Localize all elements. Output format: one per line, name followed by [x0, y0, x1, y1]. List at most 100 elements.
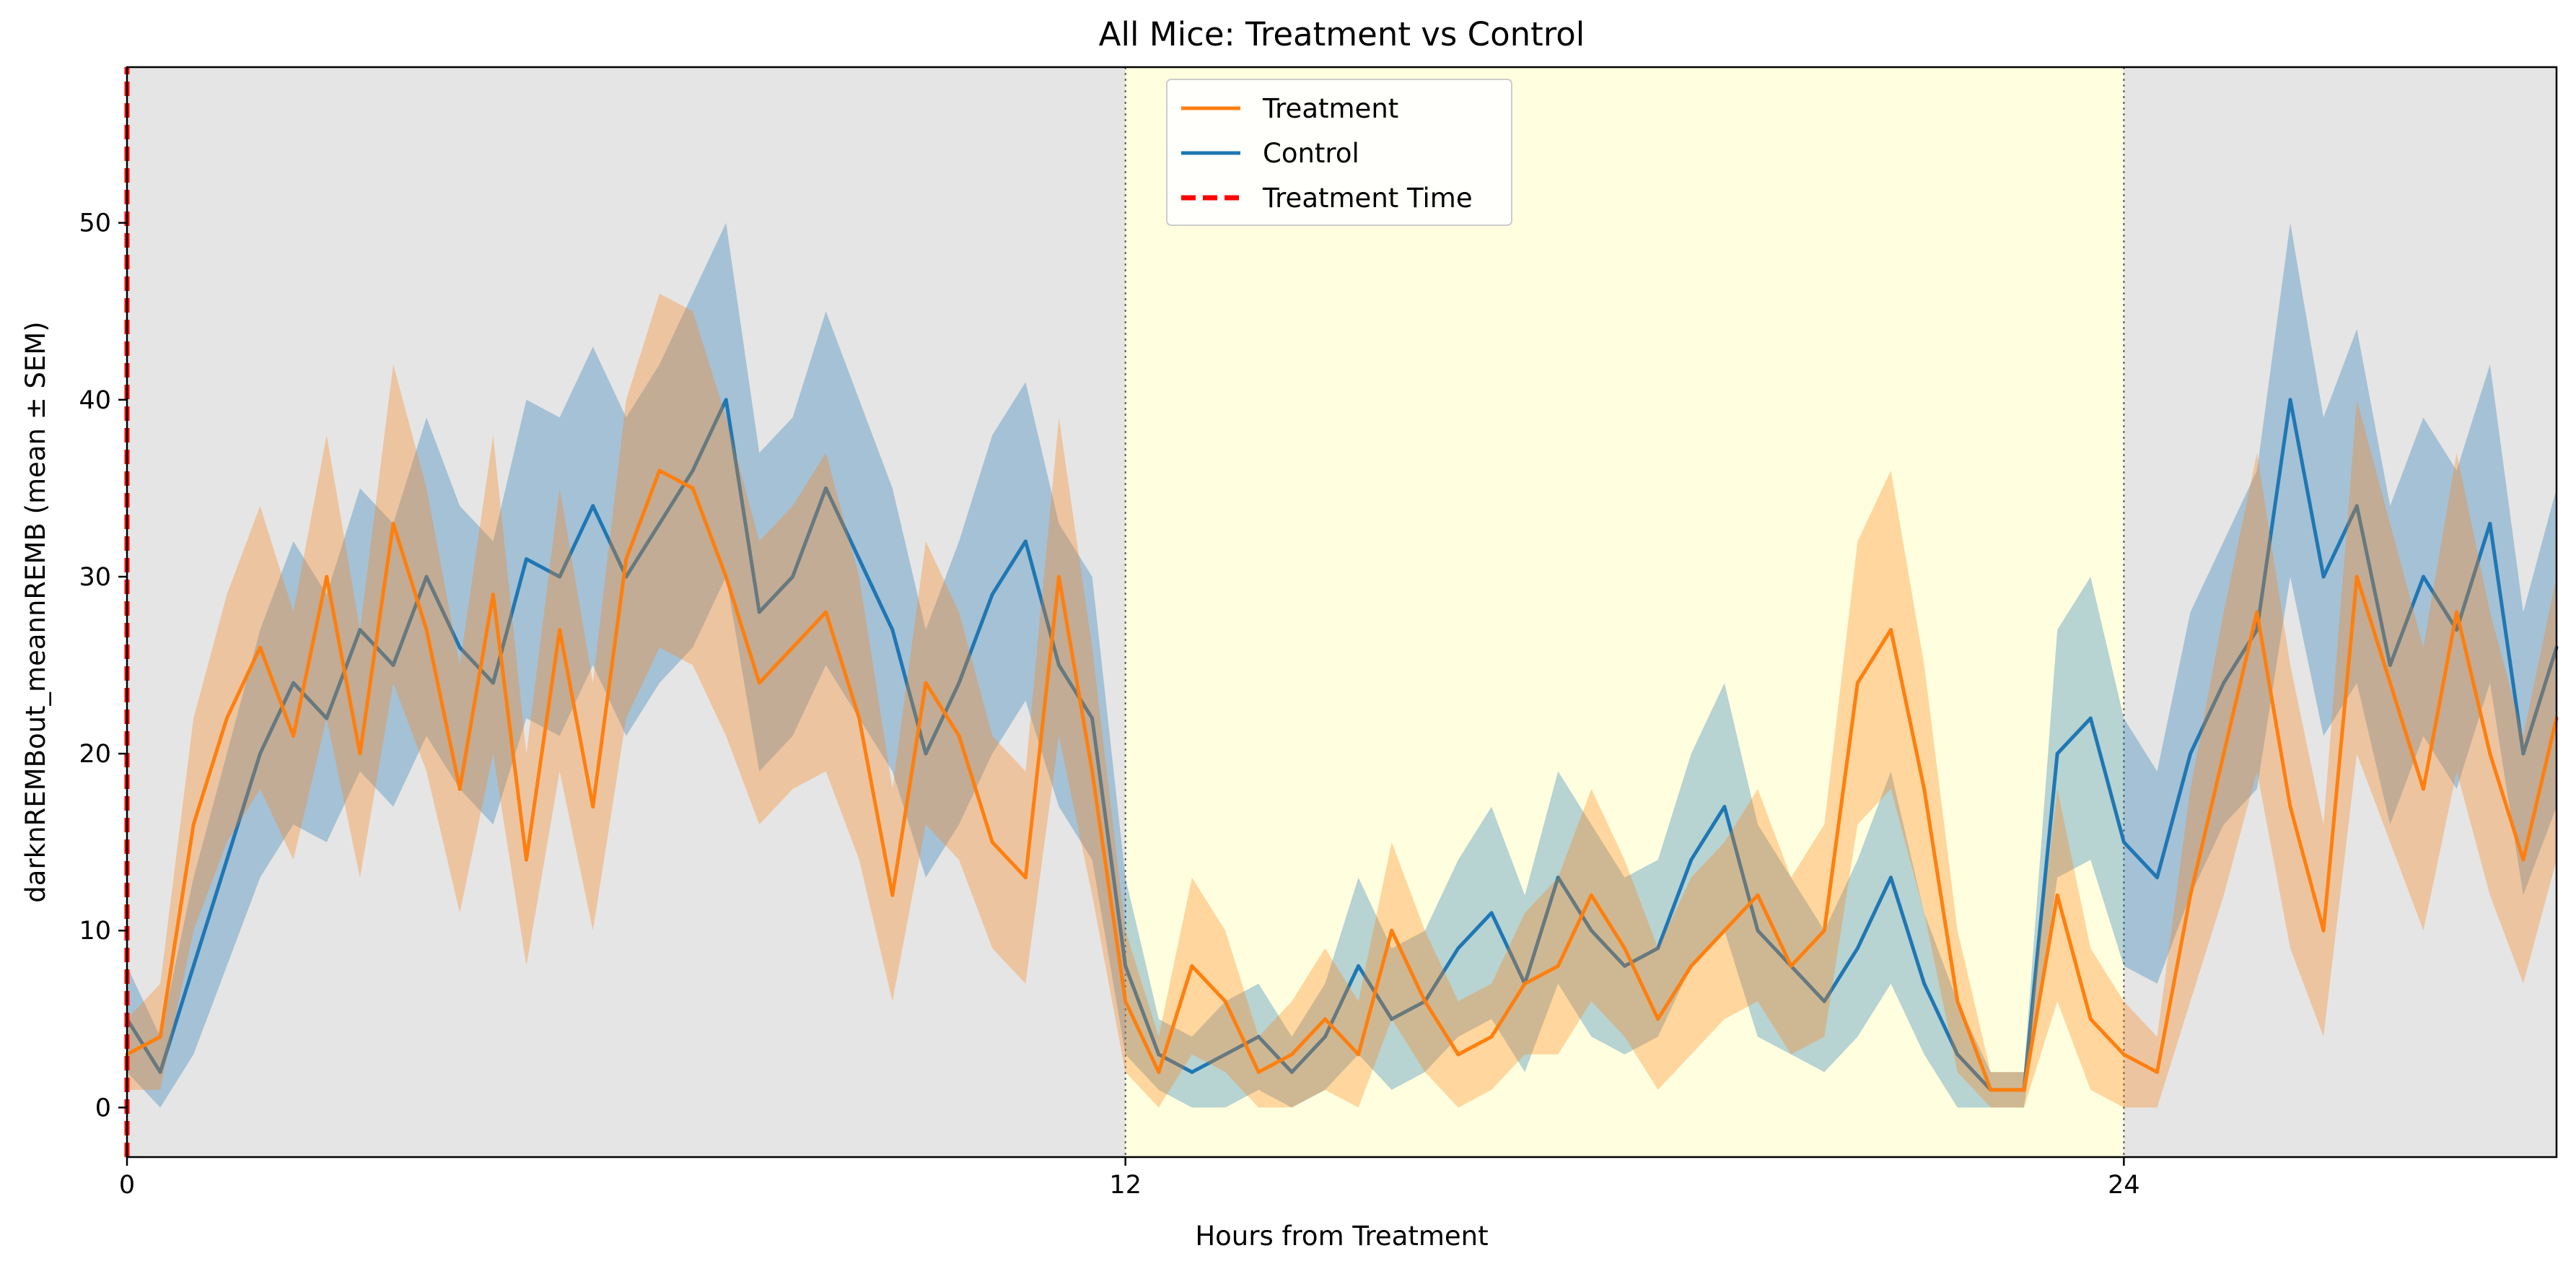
data-point-control: [1722, 805, 1727, 809]
data-point-treatment: [1589, 893, 1593, 897]
data-point-treatment: [924, 681, 928, 685]
data-point-treatment: [2088, 1017, 2093, 1021]
data-point-control: [457, 645, 462, 650]
data-point-control: [2321, 575, 2326, 579]
data-point-treatment: [1623, 946, 1627, 951]
legend-box: [1166, 79, 1512, 226]
data-point-treatment: [1989, 1088, 1993, 1092]
data-point-control: [1589, 928, 1593, 933]
data-point-treatment: [1423, 999, 1427, 1003]
y-tick-label: 10: [79, 917, 111, 946]
data-point-treatment: [292, 734, 296, 738]
data-point-control: [857, 557, 862, 561]
data-point-treatment: [2354, 575, 2359, 579]
data-point-treatment: [857, 716, 862, 720]
data-point-treatment: [2321, 928, 2326, 933]
data-point-treatment: [824, 610, 828, 614]
data-point-treatment: [757, 681, 761, 685]
data-point-control: [1855, 946, 1859, 951]
legend: Treatment Control Treatment Time: [1166, 79, 1512, 226]
data-point-treatment: [957, 734, 961, 738]
data-point-control: [2288, 398, 2292, 402]
data-point-treatment: [2388, 681, 2392, 685]
y-tick-label: 0: [95, 1094, 111, 1122]
data-point-control: [990, 592, 994, 596]
data-point-treatment: [1689, 964, 1694, 968]
data-point-treatment: [558, 628, 562, 632]
y-tick-label: 50: [79, 209, 111, 238]
data-point-treatment: [624, 557, 628, 561]
data-point-treatment: [890, 893, 895, 897]
legend-label-control: Control: [1263, 138, 1359, 169]
y-axis-ticks: 0 10 20 30 40 50: [79, 209, 127, 1122]
data-point-treatment: [424, 628, 429, 632]
data-point-treatment: [325, 575, 329, 579]
data-point-control: [1223, 1052, 1227, 1057]
data-point-treatment: [191, 822, 196, 826]
data-point-control: [258, 751, 262, 756]
data-point-control: [1323, 1034, 1327, 1039]
data-point-control: [292, 681, 296, 685]
data-point-treatment: [1822, 928, 1826, 933]
data-point-treatment: [524, 858, 528, 862]
data-point-treatment: [2455, 610, 2459, 614]
series-line-treatment: [126, 468, 2559, 1092]
data-point-treatment: [1157, 1070, 1161, 1074]
data-point-control: [224, 858, 229, 862]
data-point-treatment: [2155, 1070, 2160, 1074]
data-point-control: [491, 681, 495, 685]
band-dark-0: [127, 67, 1126, 1157]
x-axis-label: Hours from Treatment: [1195, 1221, 1488, 1252]
data-point-control: [2088, 716, 2093, 720]
data-point-treatment: [457, 787, 462, 791]
data-point-control: [924, 751, 928, 756]
series-line-control: [125, 398, 2559, 1092]
data-point-treatment: [990, 840, 994, 845]
data-point-treatment: [1223, 999, 1227, 1003]
data-point-control: [2422, 575, 2426, 579]
data-point-control: [2354, 504, 2359, 508]
data-point-control: [1556, 876, 1560, 880]
data-point-control: [1689, 858, 1694, 862]
data-point-control: [2521, 751, 2525, 756]
background-bands: [127, 67, 2557, 1157]
data-point-control: [1922, 982, 1927, 986]
y-tick-label: 20: [79, 740, 111, 769]
data-point-treatment: [1489, 1034, 1494, 1039]
x-axis-ticks: 0 12 24: [119, 1157, 2140, 1200]
data-point-treatment: [1289, 1052, 1294, 1057]
data-point-treatment: [1955, 999, 1960, 1003]
data-point-treatment: [1756, 893, 1760, 897]
data-point-control: [691, 468, 695, 473]
data-point-control: [2455, 628, 2459, 632]
data-point-treatment: [1256, 1070, 1261, 1074]
data-point-control: [1357, 964, 1361, 968]
data-point-control: [1390, 1017, 1394, 1021]
data-point-treatment: [1023, 876, 1028, 880]
data-point-treatment: [258, 645, 262, 650]
data-point-control: [2388, 663, 2392, 668]
data-point-control: [2189, 751, 2193, 756]
data-point-treatment: [1390, 928, 1394, 933]
y-axis-label: darknREMBout_meannREMB (mean ± SEM): [20, 321, 51, 902]
data-point-control: [1123, 964, 1128, 968]
data-point-treatment: [391, 521, 395, 525]
data-point-treatment: [491, 592, 495, 596]
chart-title: All Mice: Treatment vs Control: [1099, 15, 1585, 53]
data-point-treatment: [1456, 1052, 1460, 1057]
data-point-treatment: [1656, 1017, 1660, 1021]
data-point-control: [957, 681, 961, 685]
data-point-control: [1623, 964, 1627, 968]
data-point-treatment: [2022, 1088, 2026, 1092]
data-point-treatment: [2055, 893, 2059, 897]
data-point-treatment: [591, 805, 595, 809]
data-point-control: [2055, 751, 2059, 756]
data-point-control: [1955, 1052, 1960, 1057]
data-point-treatment: [2488, 751, 2492, 756]
data-point-control: [1157, 1052, 1161, 1057]
data-point-treatment: [657, 468, 662, 473]
data-point-control: [757, 610, 761, 614]
data-point-control: [1023, 539, 1028, 544]
data-point-treatment: [1889, 628, 1893, 632]
